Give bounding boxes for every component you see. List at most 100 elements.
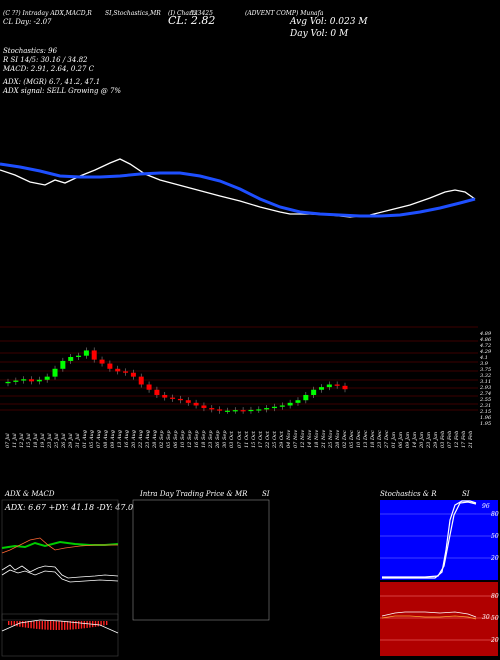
candle-body: [130, 372, 136, 377]
price-axis-label: 4.1: [480, 355, 488, 361]
macd-bar: [41, 621, 43, 630]
candle-body: [248, 409, 254, 412]
candle-body: [83, 350, 89, 356]
price-axis-label: 4.86: [480, 337, 492, 343]
intraday-panel-title: Intra Day Trading Price & MR: [140, 490, 248, 498]
intraday-panel-si: SI: [262, 490, 270, 498]
candle-body: [271, 406, 277, 409]
header-avg-vol: Avg Vol: 0.023 M: [290, 17, 368, 27]
stoch-tick-20: 20: [491, 555, 499, 562]
macd-bar: [94, 621, 97, 627]
macd-line: [1, 619, 119, 634]
macd-bar: [64, 621, 66, 630]
macd-bar: [72, 621, 74, 630]
macd-bar: [16, 621, 18, 627]
macd-bar: [50, 621, 52, 630]
macd-bar: [36, 621, 38, 629]
price-line-white: [0, 158, 476, 218]
macd-bar: [106, 621, 108, 625]
price-grid: [0, 326, 478, 411]
macd-bar: [38, 621, 41, 630]
candle-body: [99, 359, 105, 364]
macd-bar: [86, 621, 88, 628]
macd-bar: [100, 621, 102, 626]
macd-bar: [24, 621, 27, 628]
header-code: 523425: [190, 10, 213, 17]
intraday-panel-frame: [132, 499, 270, 621]
candle-body: [115, 368, 121, 372]
macd-bar: [66, 621, 69, 630]
candle-body: [146, 384, 152, 390]
adx-minus-line: [1, 537, 118, 554]
candle-body: [138, 376, 144, 385]
macd-bar: [80, 621, 83, 629]
header-close: CL: 2.82: [168, 14, 216, 27]
header-line1-left: (C ??) Intraday ADX,MACD,R: [3, 10, 92, 17]
indicator-adx: ADX: (MGR) 6.7, 41.2, 47.1: [3, 78, 101, 86]
macd-bar: [33, 621, 35, 629]
indicator-rsi: R SI 14/5: 30.16 / 34.82: [3, 56, 88, 64]
macd-bar: [61, 621, 63, 630]
macd-bar: [55, 621, 57, 630]
candle-body: [68, 357, 74, 361]
header-line1-mid: SI,Stochastics,MR: [105, 10, 161, 17]
rsi-tick-50: 50: [491, 615, 499, 622]
indicator-adx-signal: ADX signal: SELL Growing @ 7%: [3, 87, 122, 95]
header-day-change: CL Day: -2.07: [3, 18, 52, 26]
candle-body: [154, 389, 160, 395]
macd-bar: [19, 621, 21, 627]
macd-bar: [30, 621, 32, 629]
candle-body: [170, 397, 176, 399]
candle-body: [21, 379, 27, 381]
price-axis-label: 4.29: [480, 349, 492, 355]
macd-bar: [75, 621, 77, 630]
candle-body: [177, 398, 183, 401]
macd-bar: [27, 621, 29, 628]
stoch-panel-bg: [380, 500, 498, 580]
price-axis-label: 4.89: [480, 331, 492, 337]
header-line1-right: (I) Charts: [168, 10, 198, 17]
candle-body: [91, 350, 97, 360]
candle-body: [162, 394, 168, 398]
candle-body: [264, 408, 270, 410]
indicator-stochastics: Stochastics: 96: [3, 47, 58, 55]
candle-body: [342, 385, 348, 390]
price-axis-label: 1.96: [480, 415, 492, 421]
candle-body: [217, 409, 223, 411]
candle-body: [224, 410, 230, 412]
candle-body: [123, 371, 129, 373]
adx-panel-title: ADX & MACD: [5, 490, 55, 498]
candle-body: [326, 384, 332, 388]
macd-bar: [13, 621, 15, 626]
candle-body: [311, 389, 317, 395]
macd-bar: [103, 621, 105, 626]
price-axis-label: 3.11: [480, 379, 492, 385]
candle-body: [318, 387, 324, 390]
rsi-line-2: [381, 615, 477, 620]
candle-body: [60, 360, 66, 369]
candle-body: [44, 376, 50, 380]
candle-body: [334, 384, 340, 386]
macd-panel-frame: [1, 613, 119, 657]
stoch-grid: [380, 513, 498, 559]
rsi-line: [381, 611, 477, 618]
price-axis-label: 2.55: [480, 397, 492, 403]
stoch-k-line: [382, 500, 477, 579]
candle-body: [240, 410, 246, 412]
macd-histogram: [8, 621, 108, 630]
candle-body: [5, 381, 11, 384]
price-axis-label: 2.93: [480, 385, 492, 391]
candle-body: [13, 380, 19, 382]
adx-line-2: [1, 569, 119, 583]
price-axis-label: 3.32: [480, 373, 492, 379]
macd-bar: [52, 621, 55, 630]
candle-body: [107, 363, 113, 369]
stoch-current-value: 96: [482, 503, 490, 510]
macd-bar: [22, 621, 24, 628]
candle-body: [287, 402, 293, 406]
macd-bar: [47, 621, 49, 630]
adx-panel-frame: [1, 499, 119, 621]
header-day-vol: Day Vol: 0 M: [290, 29, 349, 39]
macd-bar: [69, 621, 71, 630]
